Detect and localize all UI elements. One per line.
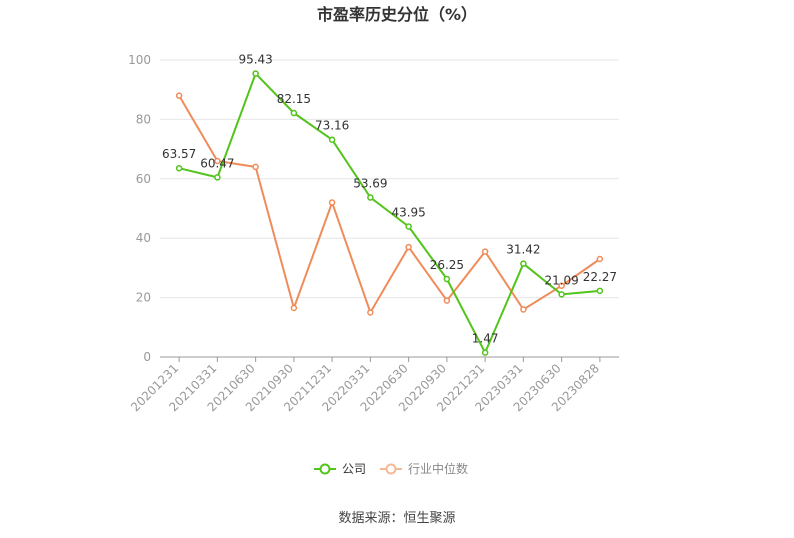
data-point-series-0[interactable] [596, 287, 604, 295]
data-point-series-0[interactable] [520, 260, 527, 267]
y-tick-label: 80 [136, 112, 151, 126]
data-point-series-0[interactable] [290, 109, 298, 117]
data-label: 82.15 [277, 92, 311, 106]
data-point-series-0[interactable] [175, 164, 183, 172]
data-label: 53.69 [353, 177, 387, 191]
data-point-series-1[interactable] [290, 304, 298, 312]
data-label: 1.47 [472, 332, 499, 346]
series-layer [175, 70, 604, 356]
legend-label: 公司 [342, 462, 366, 476]
data-label: 73.16 [315, 119, 349, 133]
data-labels: 63.57 60.47 95.43 82.15 73.16 53.69 43.95 26.25… [162, 53, 617, 346]
data-point-series-0[interactable] [367, 194, 374, 201]
data-point-series-1[interactable] [214, 157, 221, 165]
data-point-series-0[interactable] [252, 70, 259, 77]
data-point-series-1[interactable] [367, 309, 374, 316]
data-point-series-1[interactable] [520, 306, 527, 313]
data-point-series-0[interactable] [558, 291, 565, 298]
data-label: 22.27 [583, 270, 617, 284]
data-label: 95.43 [238, 53, 272, 67]
chart-title: 市盈率历史分位（%） [317, 5, 477, 24]
data-point-series-0[interactable] [405, 223, 412, 230]
data-point-series-1[interactable] [481, 248, 489, 255]
data-point-series-1[interactable] [558, 282, 565, 289]
grid [160, 59, 619, 299]
y-tick-label: 40 [136, 231, 151, 245]
legend-item-1[interactable]: 行业中位数 [380, 461, 468, 476]
data-point-series-1[interactable] [252, 163, 259, 171]
data-label: 60.47 [200, 156, 234, 170]
data-point-series-1[interactable] [175, 92, 183, 99]
data-point-series-0[interactable] [214, 174, 221, 181]
data-point-series-0[interactable] [328, 136, 336, 143]
legend-item-0[interactable]: 公司 [314, 462, 366, 476]
legend-swatch-marker [385, 463, 397, 475]
data-point-series-0[interactable] [481, 349, 489, 356]
data-label: 26.25 [430, 258, 464, 272]
data-point-series-1[interactable] [443, 297, 451, 304]
data-label: 21.09 [544, 273, 578, 287]
y-tick-label: 100 [128, 53, 151, 67]
data-point-series-1[interactable] [328, 199, 336, 206]
source-note: 数据来源：恒生聚源 [338, 511, 455, 526]
data-point-series-1[interactable] [405, 243, 412, 251]
series-line-1 [178, 95, 601, 314]
legend-swatch-marker [319, 463, 331, 475]
y-tick-label: 0 [143, 350, 151, 364]
data-label: 31.42 [506, 243, 540, 257]
legend: 公司 行业中位数 [314, 461, 468, 476]
data-point-series-1[interactable] [596, 255, 604, 263]
data-point-series-0[interactable] [443, 275, 451, 283]
data-label: 63.57 [162, 147, 196, 161]
series-line-0 [178, 72, 600, 354]
y-tick-label: 20 [136, 291, 151, 305]
y-tick-label: 60 [136, 172, 151, 186]
legend-label: 行业中位数 [408, 461, 468, 476]
axes: 0204060801002020123120210331202106302021… [128, 53, 619, 414]
data-label: 43.95 [391, 205, 425, 219]
